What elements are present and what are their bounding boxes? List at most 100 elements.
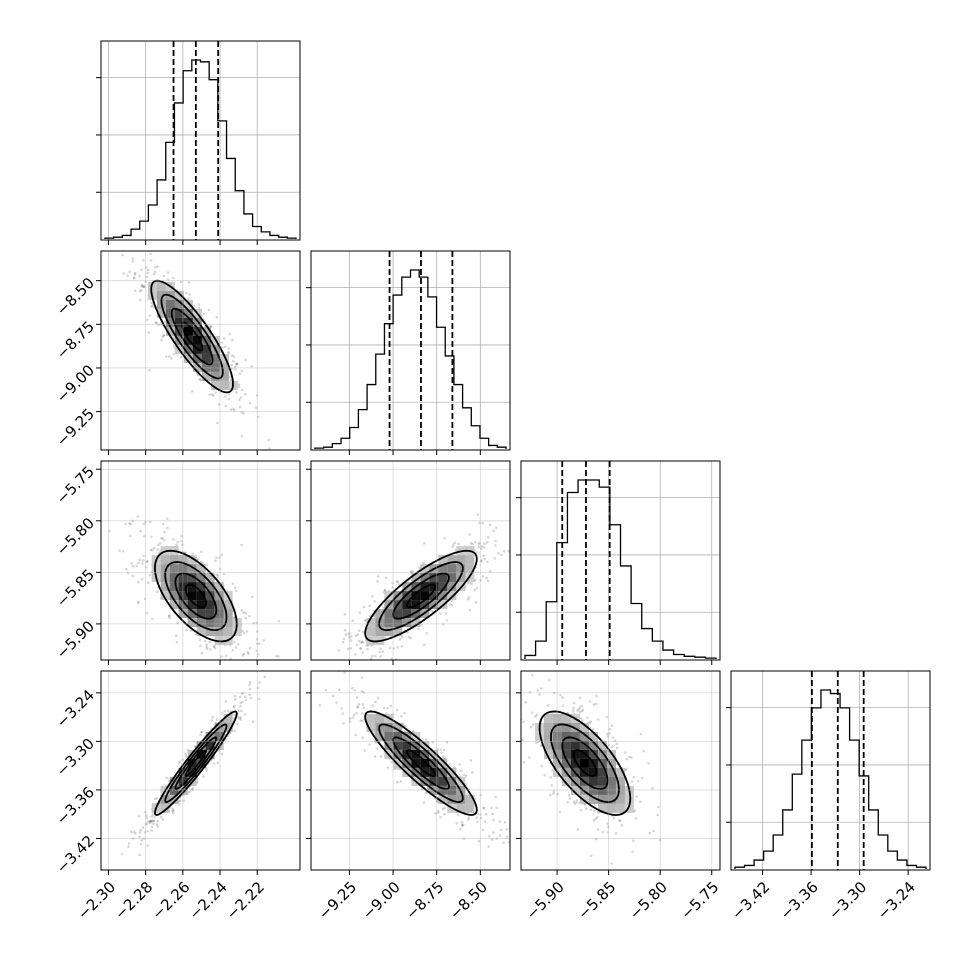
density-cell — [223, 618, 233, 628]
scatter-point — [164, 355, 168, 358]
scatter-point — [379, 755, 383, 758]
scatter-point — [468, 608, 472, 612]
scatter-point — [513, 732, 516, 735]
scatter-point — [209, 648, 212, 651]
scatter-point — [406, 631, 409, 634]
scatter-point — [141, 559, 145, 562]
contour-line — [378, 723, 464, 803]
y-tick-label: −8.75 — [53, 318, 98, 363]
scatter-point — [171, 809, 174, 813]
scatter-point — [477, 545, 481, 549]
scatter-point — [149, 548, 153, 552]
scatter-point — [233, 729, 236, 733]
scatter-point — [248, 683, 251, 687]
x-tick-label: −2.28 — [111, 878, 156, 923]
scatter-point — [146, 829, 150, 833]
density-cell — [187, 555, 197, 565]
scatter-point — [361, 630, 365, 634]
density-cell — [192, 362, 202, 372]
scatter-point — [578, 706, 582, 709]
scatter-point — [379, 655, 382, 658]
ticks-2-2 — [556, 660, 713, 665]
contour-line — [174, 572, 218, 620]
scatter-point — [493, 557, 496, 560]
histogram-panel-0 — [96, 40, 301, 241]
scatter-point — [575, 801, 578, 804]
scatter-point — [400, 644, 404, 648]
scatter-point — [246, 650, 250, 654]
scatter-point — [498, 834, 502, 837]
scatter-point — [198, 377, 201, 381]
scatter-point — [337, 649, 341, 652]
scatter-point — [133, 271, 137, 275]
histogram-step-0 — [104, 59, 297, 239]
scatter-point — [489, 806, 493, 810]
scatter-point — [470, 771, 474, 774]
scatter-point — [505, 835, 509, 838]
scatter-point — [635, 795, 639, 798]
scatter-point — [399, 780, 403, 783]
scatter-point — [160, 338, 163, 342]
density-cell — [192, 353, 202, 363]
scatter-point — [249, 696, 253, 700]
scatter-point — [155, 796, 159, 800]
density-cell — [597, 776, 607, 786]
scatter-point — [161, 335, 164, 339]
scatter-point — [515, 862, 518, 865]
scatter-point — [235, 391, 238, 394]
scatter-point — [343, 628, 347, 632]
density-cell — [187, 582, 197, 592]
scatter-point — [227, 350, 230, 354]
scatter-point — [174, 634, 178, 637]
density-panel-2-3 — [513, 670, 721, 871]
scatter-point — [232, 705, 236, 709]
scatter-point — [153, 270, 157, 274]
scatter-point — [303, 662, 306, 665]
scatter-point — [396, 767, 400, 770]
scatter-point — [146, 844, 149, 847]
density-cell — [219, 380, 229, 390]
density-cell — [411, 591, 421, 601]
scatter-point — [244, 616, 248, 620]
scatter-point — [145, 275, 149, 279]
scatter-point — [623, 751, 627, 754]
density-cell — [393, 740, 403, 750]
scatter-point — [210, 393, 214, 396]
scatter-point — [618, 819, 622, 823]
density-cell — [214, 609, 224, 619]
scatter-point — [610, 862, 614, 865]
density-cell — [214, 627, 224, 637]
density-panel-1-3 — [303, 662, 518, 871]
scatter-point — [217, 749, 221, 753]
density-cell — [156, 290, 166, 300]
scatter-point — [561, 704, 565, 708]
density-cell — [196, 618, 206, 628]
ticks-3-3 — [762, 870, 909, 875]
scatter-point — [205, 647, 209, 651]
scatter-point — [516, 531, 519, 534]
scatter-point — [248, 614, 251, 618]
density-cell — [543, 713, 553, 723]
density-frame — [100, 670, 301, 871]
scatter-point — [196, 373, 200, 377]
scatter-point — [513, 528, 516, 531]
scatter-point — [215, 315, 219, 319]
scatter-point — [211, 715, 214, 719]
density-cell — [169, 591, 179, 601]
scatter-point — [248, 687, 252, 691]
scatter-point — [546, 703, 550, 707]
scatter-point — [639, 732, 643, 736]
scatter-point — [359, 719, 362, 723]
scatter-point — [194, 632, 198, 636]
scatter-point — [423, 542, 426, 545]
scatter-point — [359, 641, 363, 644]
scatter-point — [543, 774, 547, 777]
scatter-point — [540, 744, 543, 747]
scatter-point — [238, 717, 241, 720]
density-cell — [187, 573, 197, 583]
scatter-point — [232, 359, 235, 363]
density-cell — [375, 731, 385, 741]
scatter-point — [342, 722, 345, 725]
scatter-point — [165, 776, 168, 780]
scatter-point — [552, 790, 556, 793]
